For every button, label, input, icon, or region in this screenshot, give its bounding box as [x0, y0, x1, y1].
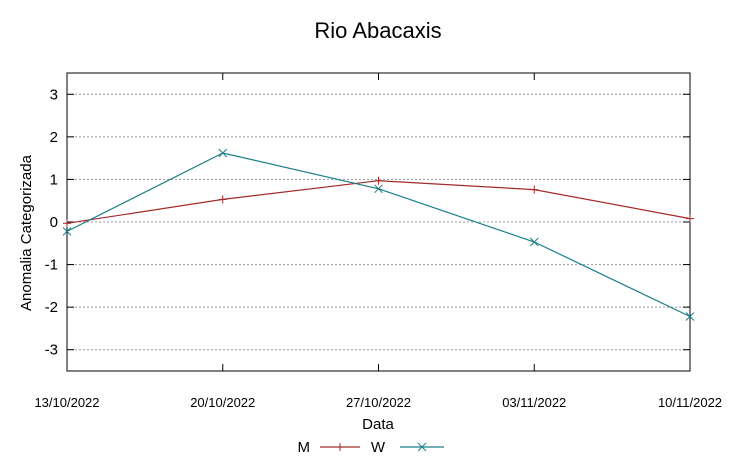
- data-point-w: [685, 312, 695, 321]
- data-point-m: [530, 185, 539, 194]
- x-tick-label: 13/10/2022: [34, 395, 99, 410]
- y-tick-label: 0: [50, 214, 58, 231]
- data-point-w: [529, 237, 539, 247]
- x-tick-label: 10/11/2022: [658, 395, 722, 410]
- series-line-m: [66, 180, 691, 224]
- data-point-m: [374, 176, 383, 185]
- y-tick-label: 2: [50, 129, 58, 146]
- y-tick-label: -1: [45, 257, 58, 274]
- grid-layer: [67, 93, 690, 351]
- y-tick-label: -2: [45, 299, 58, 316]
- chart-title: Rio Abacaxis: [314, 18, 441, 43]
- data-point-w: [374, 184, 383, 194]
- data-point-w: [62, 227, 72, 236]
- data-point-w: [218, 148, 228, 158]
- x-tick-label: 20/10/2022: [190, 395, 255, 410]
- x-tick-label: 03/11/2022: [502, 395, 566, 410]
- legend-marker-m: [336, 443, 344, 451]
- y-tick-label: -3: [45, 342, 58, 359]
- x-tick-label: 27/10/2022: [346, 395, 411, 410]
- y-ticks: -3 -2 -1 0 1 2 3: [45, 86, 690, 359]
- x-axis-label: Data: [362, 416, 394, 433]
- y-tick-label: 1: [50, 171, 58, 188]
- data-point-m: [218, 195, 227, 204]
- series-layer: [62, 148, 695, 321]
- data-point-m: [63, 219, 71, 228]
- x-ticks: 13/10/2022 20/10/2022 27/10/2022 03/11/2022…: [34, 73, 722, 410]
- legend-label-m: M: [298, 439, 311, 456]
- legend-label-w: W: [371, 439, 386, 456]
- legend-marker-w: [417, 442, 427, 452]
- y-axis-label: Anomalia Categorizada: [18, 154, 35, 311]
- data-point-m: [686, 214, 694, 223]
- y-tick-label: 3: [50, 86, 58, 103]
